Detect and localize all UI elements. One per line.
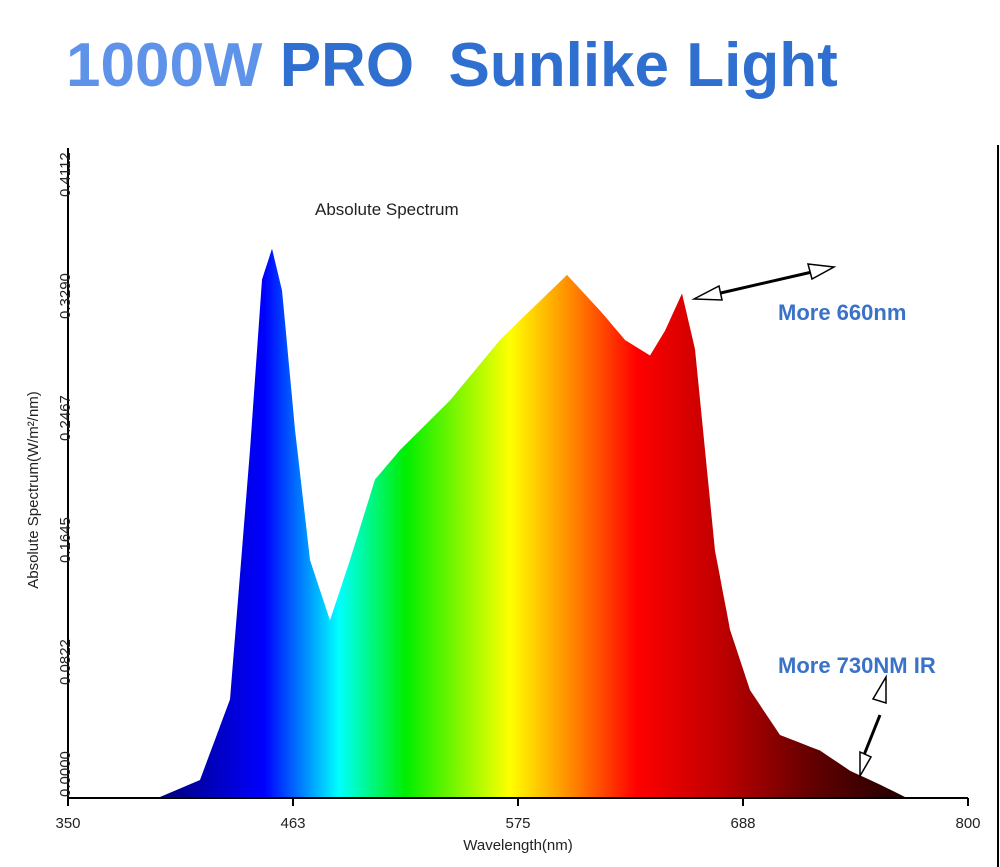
y-tick-label: 0.2467	[57, 395, 74, 441]
y-axis-label: Absolute Spectrum(W/m²/nm)	[25, 391, 42, 589]
annotation-730nm: More 730NM IR	[778, 653, 936, 678]
y-tick-label: 0.1645	[57, 517, 74, 563]
y-tick-label: 0.4112	[57, 152, 74, 197]
x-tick-label: 800	[955, 815, 980, 832]
headline: 1000W PRO Sunlike Light	[66, 30, 838, 101]
x-tick-label: 688	[730, 815, 755, 832]
arrow-730	[859, 674, 887, 779]
y-tick-label: 0.0000	[57, 751, 74, 797]
headline-product: PRO Sunlike Light	[279, 31, 838, 100]
x-tick-label: 463	[280, 815, 305, 832]
y-tick-label: 0.0822	[57, 639, 74, 685]
chart-title: Absolute Spectrum	[315, 200, 459, 219]
annotation-660nm: More 660nm	[778, 300, 906, 325]
headline-wattage: 1000W	[66, 31, 263, 100]
x-axis-label: Wavelength(nm)	[463, 837, 572, 854]
arrow-660	[691, 263, 837, 301]
y-tick-label: 0.3290	[57, 273, 74, 319]
spectrum-area	[160, 248, 905, 798]
x-tick-label: 575	[505, 815, 530, 832]
x-tick-label: 350	[55, 815, 80, 832]
